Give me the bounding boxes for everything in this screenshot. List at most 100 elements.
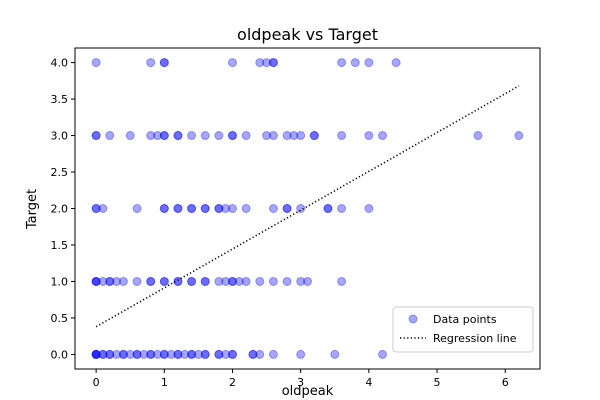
data-point <box>159 276 169 286</box>
data-point <box>159 58 169 68</box>
data-point <box>146 58 156 68</box>
data-point <box>296 349 306 359</box>
data-point <box>173 204 183 213</box>
data-point <box>98 204 108 213</box>
data-point <box>98 349 108 359</box>
data-point <box>187 276 197 286</box>
legend: Data points Regression line <box>392 306 534 353</box>
data-point <box>118 276 128 286</box>
x-axis: 0 1 2 3 4 5 6 <box>93 369 509 389</box>
data-point <box>173 204 183 213</box>
chart-title: oldpeak vs Target <box>237 25 378 44</box>
y-axis-label: Target <box>25 189 40 230</box>
y-tick-label: 3.5 <box>51 93 69 106</box>
data-point <box>296 204 306 213</box>
data-point <box>173 131 183 141</box>
data-point <box>132 276 142 286</box>
data-point <box>91 349 101 359</box>
data-point <box>289 131 299 141</box>
data-point <box>200 349 210 359</box>
y-tick-label: 1.0 <box>51 275 69 288</box>
data-point <box>323 204 333 213</box>
y-tick-label: 0.0 <box>51 348 69 361</box>
data-point <box>193 349 203 359</box>
data-point <box>146 131 156 141</box>
x-tick-label: 5 <box>434 376 441 389</box>
data-point <box>337 131 347 141</box>
x-tick-label: 3 <box>297 376 304 389</box>
data-point <box>228 276 237 286</box>
data-point <box>268 131 278 141</box>
data-point <box>268 58 278 68</box>
data-point <box>268 58 278 68</box>
x-axis-label: oldpeak <box>282 384 334 399</box>
data-point <box>200 131 210 141</box>
data-point <box>105 276 115 286</box>
data-point <box>296 276 306 286</box>
data-point <box>159 131 169 141</box>
data-point <box>248 349 258 359</box>
data-point <box>234 276 244 286</box>
legend-label-regression-line: Regression line <box>433 332 517 345</box>
x-tick-label: 0 <box>93 376 100 389</box>
y-axis: 0.0 0.5 1.0 1.5 2.0 2.5 3.0 3.5 4.0 <box>51 57 75 361</box>
data-point <box>112 349 122 359</box>
data-point <box>268 204 278 213</box>
data-point <box>228 204 237 213</box>
data-point <box>514 131 524 141</box>
data-point <box>91 204 101 213</box>
data-point <box>262 58 272 68</box>
data-point <box>125 349 135 359</box>
data-point <box>214 349 224 359</box>
data-point <box>214 204 224 213</box>
data-point <box>364 204 374 213</box>
data-point <box>228 276 237 286</box>
data-point <box>268 276 278 286</box>
data-point <box>303 276 312 286</box>
data-point <box>153 349 162 359</box>
data-point <box>91 58 101 68</box>
data-point <box>268 349 278 359</box>
data-point <box>112 276 122 286</box>
data-point <box>91 276 101 286</box>
data-point <box>187 204 197 213</box>
data-point <box>166 349 176 359</box>
data-point <box>255 276 265 286</box>
data-point <box>200 276 210 286</box>
data-point <box>105 131 115 141</box>
data-point <box>364 58 374 68</box>
y-tick-label: 4.0 <box>51 57 69 70</box>
data-points-layer <box>91 58 524 359</box>
data-point <box>173 349 183 359</box>
data-point <box>91 349 101 359</box>
data-point <box>132 349 142 359</box>
data-point <box>173 349 183 359</box>
data-point <box>282 276 292 286</box>
x-tick-label: 1 <box>161 376 168 389</box>
data-point <box>132 349 142 359</box>
data-point <box>282 131 292 141</box>
data-point <box>146 276 156 286</box>
data-point <box>282 204 292 213</box>
data-point <box>146 349 156 359</box>
data-point <box>159 58 169 68</box>
data-point <box>228 58 237 68</box>
data-point <box>200 349 210 359</box>
data-point <box>132 204 142 213</box>
data-point <box>187 204 197 213</box>
data-point <box>337 276 347 286</box>
data-point <box>91 131 101 141</box>
y-tick-label: 2.5 <box>51 166 69 179</box>
data-point <box>105 349 115 359</box>
x-tick-label: 4 <box>365 376 372 389</box>
data-point <box>159 204 169 213</box>
data-point <box>159 276 169 286</box>
data-point <box>139 349 149 359</box>
data-point <box>473 131 483 141</box>
data-point <box>248 349 258 359</box>
data-point <box>91 131 101 141</box>
data-point <box>91 204 101 213</box>
x-tick-label: 2 <box>229 376 236 389</box>
data-point <box>91 276 101 286</box>
data-point <box>125 131 135 141</box>
